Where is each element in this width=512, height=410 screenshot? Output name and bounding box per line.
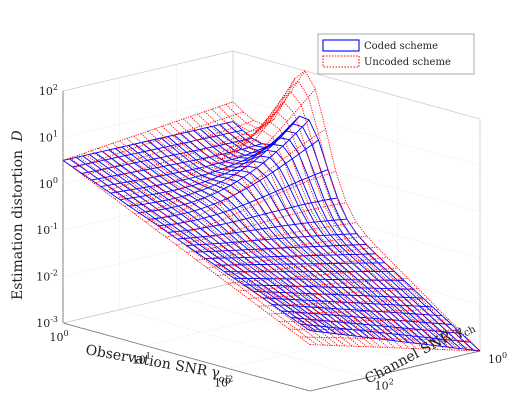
legend-swatch-coded — [322, 39, 360, 52]
surface-line — [121, 146, 370, 339]
grid-line-y — [176, 296, 424, 365]
surface-line — [175, 121, 424, 350]
y-tick-label: 100 — [488, 351, 507, 366]
surface-line — [84, 152, 332, 346]
surface-line — [134, 70, 306, 215]
surface-line — [197, 113, 445, 351]
z-tick-label: 10-1 — [36, 222, 58, 237]
surface-line — [62, 160, 311, 331]
surface-line — [207, 246, 378, 269]
y-tick-label: 102 — [375, 378, 394, 393]
surface-line — [155, 128, 326, 230]
surface-line — [112, 142, 360, 347]
x-tick-label: 101 — [132, 352, 151, 367]
grid-line-z — [232, 50, 481, 120]
surface-line — [226, 122, 474, 351]
surface-line — [211, 101, 460, 351]
surface-line — [225, 80, 474, 352]
z-tick-label: 10-2 — [36, 269, 58, 284]
axes-box — [62, 50, 481, 392]
legend-box — [317, 33, 475, 75]
surface-line — [88, 154, 337, 335]
surface-line — [161, 125, 410, 349]
grid-line-x — [62, 282, 234, 324]
surface-line — [183, 118, 431, 350]
x-tick-labels: 100 101 102 — [49, 329, 233, 389]
z-tick-label: 10-3 — [36, 315, 58, 330]
surface-line — [232, 70, 481, 352]
surface-line — [167, 136, 415, 344]
legend-label-coded: Coded scheme — [364, 41, 438, 52]
surface-line — [108, 149, 357, 337]
surface-line — [101, 151, 350, 336]
surface-line — [154, 139, 402, 342]
surface-line — [204, 111, 453, 351]
surface-line — [173, 134, 422, 345]
x-tick-label: 102 — [214, 374, 233, 389]
right-back-pane — [232, 50, 481, 352]
surface-line — [76, 155, 325, 346]
z-axis-label: Estimation distortion D — [10, 130, 26, 300]
surface-line — [134, 143, 383, 340]
z-tick-label: 101 — [39, 129, 58, 144]
surface-line — [124, 78, 296, 207]
grid-line-y — [119, 309, 367, 378]
uncoded-scheme-surface — [62, 70, 481, 352]
z-tick-label: 102 — [39, 83, 58, 98]
surface-line — [218, 91, 467, 351]
surface-line — [206, 127, 455, 349]
surface-line — [227, 267, 398, 284]
surface-line — [105, 145, 353, 347]
surface-line — [141, 142, 389, 341]
surface-line — [186, 131, 435, 346]
surface-line — [190, 116, 438, 350]
surface-line — [133, 135, 382, 348]
surface-line — [147, 130, 396, 349]
legend-swatch-uncoded — [322, 55, 360, 68]
surface-line — [126, 138, 375, 348]
surface-line — [237, 277, 409, 292]
legend: Coded scheme Uncoded scheme — [317, 33, 475, 75]
z-tick-labels: 102 101 100 10-1 10-2 10-3 — [36, 83, 58, 330]
x-axis-label: Observation SNR γob — [84, 342, 234, 386]
surface-line — [232, 115, 481, 352]
grid-line-z — [232, 189, 481, 259]
grid-line-z — [62, 50, 234, 92]
y-tick-labels: 100 102 — [375, 351, 507, 393]
grid-line-x — [227, 328, 398, 369]
surface-line — [91, 150, 339, 347]
surfaces — [62, 70, 481, 352]
surface-line — [62, 160, 311, 345]
surface-line — [147, 140, 396, 342]
grid-line-z — [62, 189, 234, 231]
grid-line-z — [62, 97, 234, 138]
surface-line — [193, 130, 442, 347]
grid-line-z — [232, 143, 481, 213]
grid-line-z — [62, 143, 234, 185]
surface-line — [119, 140, 367, 348]
surface-line — [154, 128, 403, 349]
grid-line-x — [145, 305, 316, 346]
surface-line — [128, 145, 376, 339]
legend-label-uncoded: Uncoded scheme — [364, 57, 451, 68]
surface-line — [140, 133, 389, 348]
surface-line — [176, 202, 347, 246]
surface-line — [168, 123, 417, 349]
surface-line — [69, 158, 317, 332]
x-tick-label: 100 — [49, 329, 68, 344]
z-tick-label: 100 — [39, 176, 58, 191]
grid-line-y — [62, 322, 311, 392]
surface-line — [160, 137, 409, 343]
surface-line — [217, 257, 388, 276]
surface-line — [219, 124, 468, 350]
surface-line — [115, 148, 363, 338]
grid-line-x — [309, 350, 481, 392]
